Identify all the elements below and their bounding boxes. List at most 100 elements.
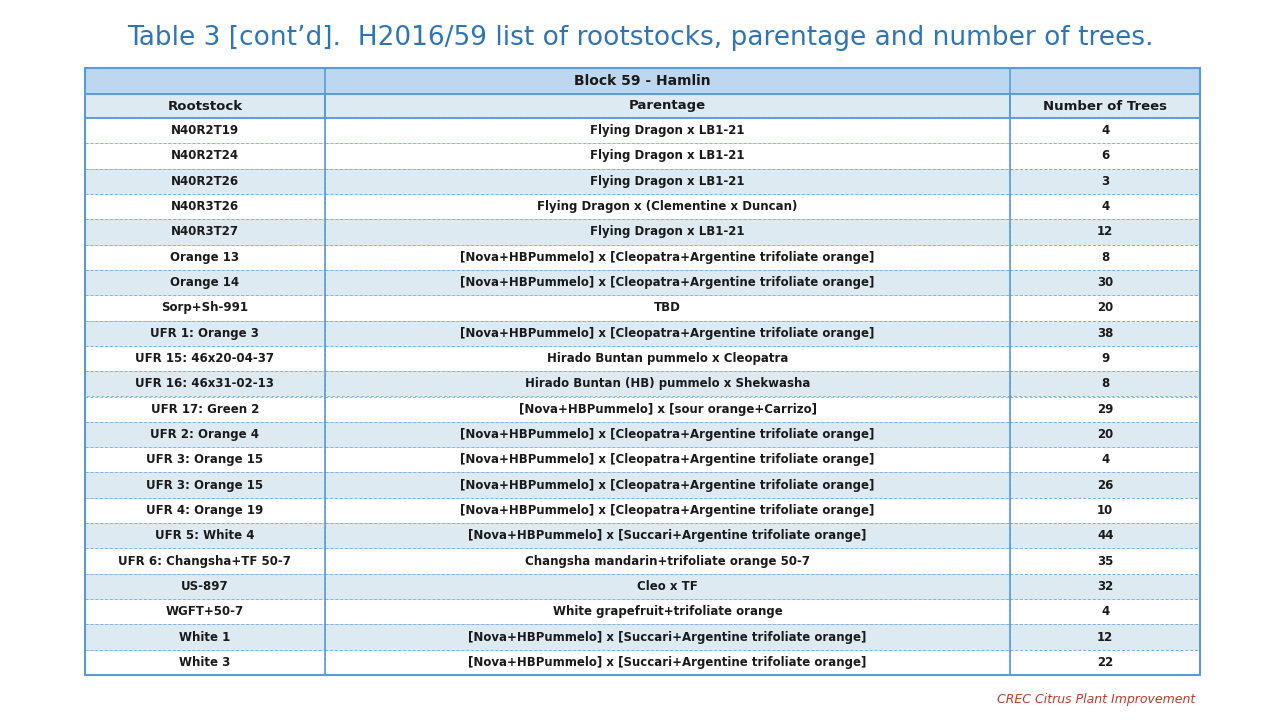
Bar [1010, 523, 1201, 549]
Text: UFR 5: White 4: UFR 5: White 4 [155, 529, 255, 542]
Text: 26: 26 [1097, 479, 1114, 492]
Text: UFR 6: Changsha+TF 50-7: UFR 6: Changsha+TF 50-7 [119, 554, 292, 567]
Bar [1010, 599, 1201, 624]
Text: [Nova+HBPummelo] x [Succari+Argentine trifoliate orange]: [Nova+HBPummelo] x [Succari+Argentine tr… [468, 631, 867, 644]
Text: 4: 4 [1101, 454, 1110, 467]
Text: Rootstock: Rootstock [168, 99, 242, 112]
Bar [325, 143, 1010, 168]
Bar [84, 270, 325, 295]
Bar [1010, 346, 1201, 372]
Bar [84, 168, 325, 194]
Bar [1010, 94, 1201, 118]
Text: 29: 29 [1097, 402, 1114, 415]
Bar [325, 422, 1010, 447]
Text: White 3: White 3 [179, 656, 230, 669]
Bar [1010, 447, 1201, 472]
Text: 4: 4 [1101, 200, 1110, 213]
Text: [Nova+HBPummelo] x [Succari+Argentine trifoliate orange]: [Nova+HBPummelo] x [Succari+Argentine tr… [468, 529, 867, 542]
Bar [84, 143, 325, 168]
Bar [1010, 168, 1201, 194]
Bar [84, 523, 325, 549]
Text: CREC Citrus Plant Improvement: CREC Citrus Plant Improvement [997, 693, 1196, 706]
Text: 20: 20 [1097, 428, 1114, 441]
Bar [84, 346, 325, 372]
Bar [1010, 194, 1201, 220]
Bar [84, 624, 325, 649]
Bar [325, 94, 1010, 118]
Text: Number of Trees: Number of Trees [1043, 99, 1167, 112]
Text: Cleo x TF: Cleo x TF [637, 580, 698, 593]
Text: 35: 35 [1097, 554, 1114, 567]
Text: UFR 15: 46x20-04-37: UFR 15: 46x20-04-37 [136, 352, 274, 365]
Bar [325, 118, 1010, 143]
Text: [Nova+HBPummelo] x [Cleopatra+Argentine trifoliate orange]: [Nova+HBPummelo] x [Cleopatra+Argentine … [461, 276, 874, 289]
Bar [84, 245, 325, 270]
Bar [84, 68, 1201, 675]
Text: [Nova+HBPummelo] x [Succari+Argentine trifoliate orange]: [Nova+HBPummelo] x [Succari+Argentine tr… [468, 656, 867, 669]
Text: UFR 16: 46x31-02-13: UFR 16: 46x31-02-13 [136, 377, 274, 390]
Bar [1010, 422, 1201, 447]
Text: 8: 8 [1101, 377, 1110, 390]
Bar [1010, 220, 1201, 245]
Bar [84, 94, 325, 118]
Text: N40R2T19: N40R2T19 [170, 124, 239, 137]
Bar [325, 245, 1010, 270]
Bar [325, 346, 1010, 372]
Text: Flying Dragon x LB1-21: Flying Dragon x LB1-21 [590, 124, 745, 137]
Text: Table 3 [cont’d].  H2016/59 list of rootstocks, parentage and number of trees.: Table 3 [cont’d]. H2016/59 list of roots… [127, 25, 1153, 51]
Text: 8: 8 [1101, 251, 1110, 264]
Bar [84, 118, 325, 143]
Text: Hirado Buntan (HB) pummelo x Shekwasha: Hirado Buntan (HB) pummelo x Shekwasha [525, 377, 810, 390]
Bar [84, 220, 325, 245]
Text: UFR 3: Orange 15: UFR 3: Orange 15 [146, 479, 264, 492]
Text: UFR 1: Orange 3: UFR 1: Orange 3 [151, 327, 260, 340]
Bar [84, 320, 325, 346]
Text: [Nova+HBPummelo] x [Cleopatra+Argentine trifoliate orange]: [Nova+HBPummelo] x [Cleopatra+Argentine … [461, 327, 874, 340]
Text: TBD: TBD [654, 302, 681, 315]
Bar [325, 549, 1010, 574]
Bar [325, 624, 1010, 649]
Text: 12: 12 [1097, 631, 1114, 644]
Text: Parentage: Parentage [628, 99, 707, 112]
Text: 22: 22 [1097, 656, 1114, 669]
Text: Flying Dragon x LB1-21: Flying Dragon x LB1-21 [590, 175, 745, 188]
Bar [1010, 320, 1201, 346]
Bar [325, 220, 1010, 245]
Bar [325, 372, 1010, 397]
Text: Flying Dragon x (Clementine x Duncan): Flying Dragon x (Clementine x Duncan) [538, 200, 797, 213]
Text: 20: 20 [1097, 302, 1114, 315]
Text: UFR 17: Green 2: UFR 17: Green 2 [151, 402, 259, 415]
Text: Changsha mandarin+trifoliate orange 50-7: Changsha mandarin+trifoliate orange 50-7 [525, 554, 810, 567]
Text: UFR 2: Orange 4: UFR 2: Orange 4 [150, 428, 260, 441]
Text: 3: 3 [1101, 175, 1110, 188]
Bar [1010, 397, 1201, 422]
Bar [325, 498, 1010, 523]
Text: Orange 13: Orange 13 [170, 251, 239, 264]
Bar [84, 372, 325, 397]
Text: UFR 3: Orange 15: UFR 3: Orange 15 [146, 454, 264, 467]
Bar [84, 599, 325, 624]
Bar [325, 270, 1010, 295]
Bar [1010, 118, 1201, 143]
Text: N40R3T27: N40R3T27 [170, 225, 239, 238]
Text: N40R3T26: N40R3T26 [170, 200, 239, 213]
Text: 32: 32 [1097, 580, 1114, 593]
Text: WGFT+50-7: WGFT+50-7 [166, 606, 244, 618]
Bar [84, 68, 1201, 94]
Bar [1010, 245, 1201, 270]
Text: 38: 38 [1097, 327, 1114, 340]
Text: Flying Dragon x LB1-21: Flying Dragon x LB1-21 [590, 225, 745, 238]
Text: 44: 44 [1097, 529, 1114, 542]
Text: N40R2T24: N40R2T24 [170, 150, 239, 163]
Bar [325, 472, 1010, 498]
Text: Sorp+Sh-991: Sorp+Sh-991 [161, 302, 248, 315]
Bar [1010, 649, 1201, 675]
Bar [1010, 549, 1201, 574]
Bar [1010, 472, 1201, 498]
Bar [325, 649, 1010, 675]
Bar [325, 574, 1010, 599]
Bar [84, 397, 325, 422]
Bar [84, 472, 325, 498]
Text: [Nova+HBPummelo] x [Cleopatra+Argentine trifoliate orange]: [Nova+HBPummelo] x [Cleopatra+Argentine … [461, 251, 874, 264]
Bar [1010, 295, 1201, 320]
